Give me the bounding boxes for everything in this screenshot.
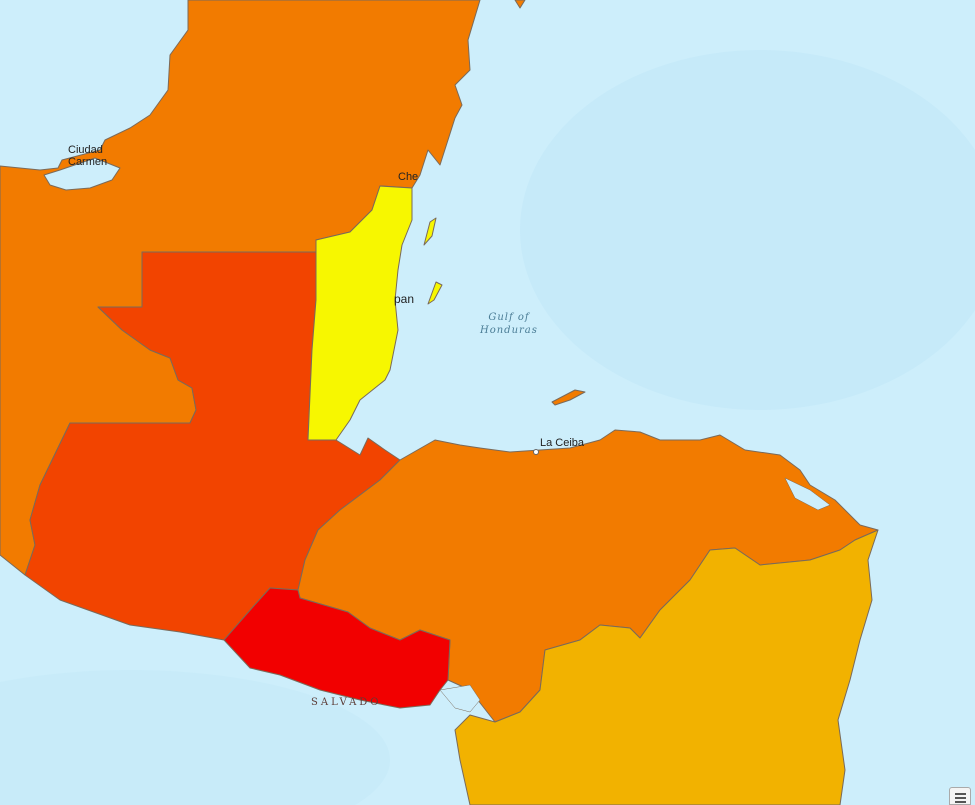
legend-toggle-button[interactable] — [949, 787, 971, 805]
belize-caye-2 — [427, 281, 443, 305]
pacific-shade — [0, 670, 390, 805]
city-label-ciudad-del-carmen: Ciudad Carmen — [68, 144, 107, 168]
water-label-gulf-of-honduras: Gulf of Honduras — [480, 312, 538, 336]
belize-caye-1 — [423, 217, 437, 246]
deep-sea-shade — [520, 50, 975, 410]
country-nicaragua[interactable] — [454, 529, 879, 805]
gulf-of-fonseca — [439, 684, 481, 713]
caratasca-lagoon — [784, 477, 831, 511]
city-dot-la-ceiba — [533, 449, 539, 455]
bay-island-roatan — [551, 389, 586, 406]
legend-list-icon-line — [955, 797, 966, 799]
city-label-la-ceiba: La Ceiba — [540, 437, 585, 449]
legend-list-icon-line — [955, 801, 966, 803]
city-name-text: Ciudad Carmen — [68, 144, 108, 168]
country-guatemala[interactable] — [24, 251, 401, 641]
city-label-belmopan: pan — [394, 292, 415, 306]
city-label-chetumal: Che — [398, 171, 419, 183]
country-belize[interactable] — [307, 185, 413, 441]
legend-list-icon — [955, 793, 966, 795]
country-label-el-salvador: SALVADO — [311, 697, 382, 708]
island-yucatan — [514, 0, 526, 9]
